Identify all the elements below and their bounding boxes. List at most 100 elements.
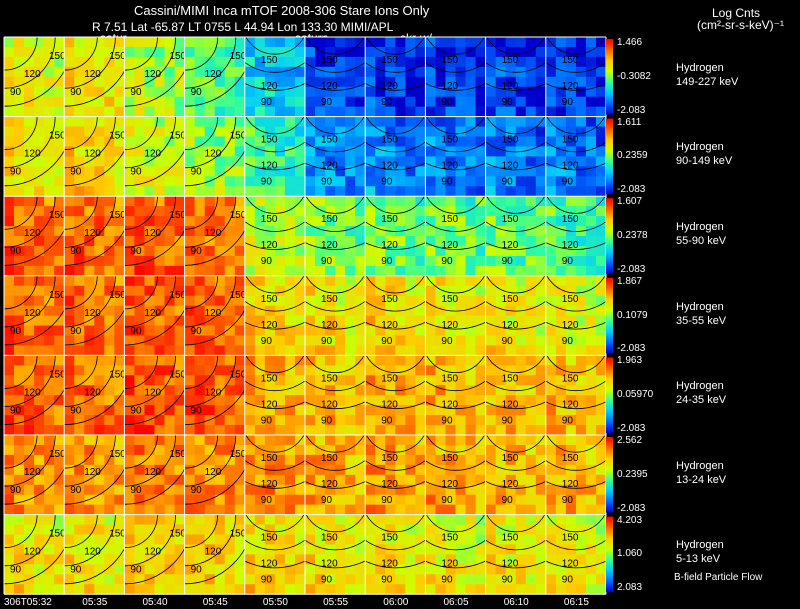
heatmap-pixel [24,96,35,108]
contour-label: 120 [84,149,101,160]
heatmap-pixel [124,216,135,227]
heatmap-pixel [515,37,527,48]
contour-label: 120 [144,547,161,558]
heatmap-pixel [535,265,546,276]
heatmap-pixel [224,385,236,396]
heatmap-pixel [465,574,476,585]
heatmap-pixel [204,375,216,386]
heatmap-pixel [405,66,416,78]
heatmap-pixel [34,285,45,297]
heatmap-pixel [54,405,65,416]
heatmap-pixel [124,206,135,217]
heatmap-pixel [505,176,517,187]
heatmap-pixel [114,305,125,316]
heatmap-pixel [64,564,75,575]
heatmap-pixel [134,265,145,276]
heatmap-pixel [445,454,456,466]
heatmap-pixel [274,355,286,366]
contour-label: 150 [261,294,278,305]
heatmap-pixel [234,395,245,406]
heatmap-pixel [134,295,145,307]
contour-label: 120 [321,161,338,172]
heatmap-pixel [495,226,507,237]
heatmap-pixel [74,355,85,366]
heatmap-pixel [4,554,15,565]
heatmap-pixel [355,186,366,197]
heatmap-pixel [445,504,456,515]
heatmap-pixel [34,425,45,435]
heatmap-pixel [465,76,476,88]
heatmap-pixel [555,196,567,207]
heatmap-pixel [194,385,206,396]
heatmap-pixel [174,275,185,287]
heatmap-pixel [204,275,216,287]
heatmap-pixel [475,474,486,486]
heatmap-pixel [104,335,115,346]
heatmap-pixel [164,325,175,336]
heatmap-pixel [335,56,346,68]
heatmap-pixel [44,236,55,247]
heatmap-pixel [575,375,587,386]
heatmap-pixel [24,365,35,376]
heatmap-pixel [555,96,567,108]
contour-label: 120 [562,559,579,570]
heatmap-pixel [555,564,567,575]
heatmap-pixel [154,584,165,595]
heatmap-pixel [405,574,416,585]
heatmap-pixel [535,425,546,435]
colorbar-mid-label: 1.060 [617,548,643,560]
heatmap-pixel [294,245,306,257]
heatmap-pixel [84,206,95,217]
contour-label: 120 [205,308,222,319]
heatmap-pixel [234,156,245,167]
heatmap-pixel [495,554,507,565]
heatmap-pixel [505,186,517,197]
heatmap-pixel [355,255,366,267]
heatmap-pixel [24,285,35,297]
heatmap-pixel [264,345,276,356]
heatmap-pixel [375,534,386,545]
heatmap-pixel [64,375,75,386]
heatmap-pixel [345,216,356,227]
heatmap-pixel [335,454,346,466]
heatmap-pixel [395,46,406,58]
heatmap-pixel [204,146,216,157]
heatmap-pixel [154,216,165,227]
heatmap-pixel [124,106,135,117]
contour-line [244,380,306,392]
heatmap-pixel [34,464,45,476]
heatmap-pixel [64,395,75,406]
heatmap-pixel [294,76,306,88]
heatmap-pixel [164,136,175,147]
heatmap-pixel [565,574,577,585]
contour-line [485,141,546,153]
contour-label: 90 [10,326,22,337]
heatmap-pixel [134,385,145,396]
heatmap-pixel [315,484,326,496]
heatmap-pixel [435,534,446,545]
heatmap-pixel [274,96,286,108]
heatmap-pixel [405,245,416,257]
heatmap-pixel [164,514,175,525]
heatmap-pixel [445,176,456,187]
heatmap-pixel [435,375,446,386]
heatmap-pixel [14,514,25,525]
heatmap-pixel [84,56,95,68]
heatmap-pixel [144,136,155,147]
heatmap-pixel [405,415,416,426]
heatmap-pixel [415,186,426,197]
heatmap-pixel [184,385,196,396]
heatmap-pixel [425,285,436,297]
heatmap-pixel [585,46,597,58]
panel-energy: 13-24 keV [676,473,727,486]
heatmap-pixel [335,315,346,326]
heatmap-pixel [284,514,296,525]
heatmap-pixel [94,146,105,157]
heatmap-pixel [194,136,206,147]
heatmap-pixel [224,236,236,247]
heatmap-pixel [505,116,517,127]
heatmap-pixel [345,385,356,396]
heatmap-pixel [234,484,245,496]
heatmap-cell [545,37,606,117]
heatmap-pixel [325,285,336,297]
